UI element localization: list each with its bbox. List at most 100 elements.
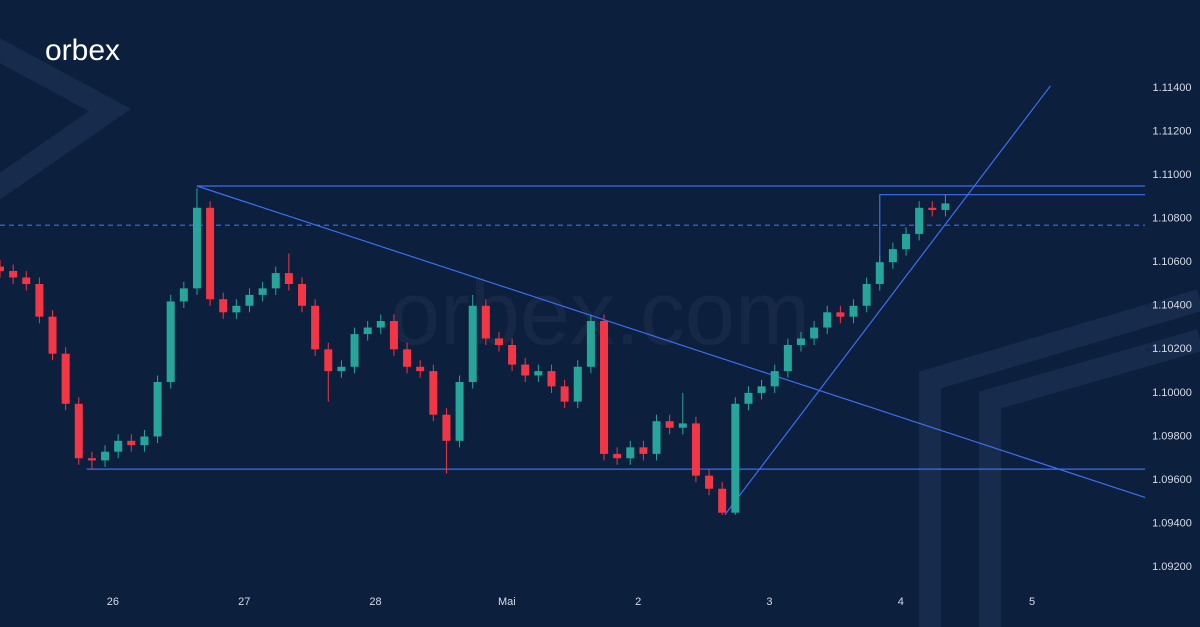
candle-body xyxy=(232,305,241,313)
y-tick-label: 1.10200 xyxy=(1152,343,1192,355)
candle-body xyxy=(547,371,556,387)
y-tick-label: 1.09800 xyxy=(1152,430,1192,442)
candle-body xyxy=(35,284,44,317)
candle-body xyxy=(849,305,858,317)
candle-body xyxy=(600,321,609,454)
x-tick-label: 2 xyxy=(635,596,641,608)
candle-body xyxy=(836,312,845,317)
candle-body xyxy=(665,421,674,428)
trend-line xyxy=(879,194,1145,274)
y-tick-label: 1.09600 xyxy=(1152,474,1192,486)
background-decoration xyxy=(0,38,1200,627)
x-tick-label: 5 xyxy=(1029,596,1035,608)
candle-body xyxy=(783,344,792,372)
candle-body xyxy=(350,334,359,367)
candle-body xyxy=(508,344,517,365)
y-tick-label: 1.11200 xyxy=(1153,125,1192,137)
candle-body xyxy=(324,349,333,372)
candle-body xyxy=(101,451,110,461)
candle-body xyxy=(796,338,805,345)
x-tick-label: 27 xyxy=(238,596,250,608)
candle-body xyxy=(560,386,569,402)
candle-body xyxy=(284,273,293,285)
candle-body xyxy=(9,270,18,278)
candle-body xyxy=(875,262,884,285)
x-tick-label: 4 xyxy=(898,596,904,608)
candle-body xyxy=(114,440,123,452)
candle-body xyxy=(271,273,280,289)
candle-body xyxy=(718,488,727,513)
candle-body xyxy=(206,207,215,300)
y-tick-label: 1.11400 xyxy=(1153,82,1192,94)
candle-body xyxy=(22,277,31,285)
candle-body xyxy=(140,436,149,446)
plot-area xyxy=(0,85,1145,516)
candle-body xyxy=(468,305,477,383)
candle-body xyxy=(770,371,779,387)
candle-body xyxy=(192,207,201,289)
candle-body xyxy=(626,447,635,459)
candle-body xyxy=(245,294,254,306)
candle-body xyxy=(691,423,700,476)
candle-body xyxy=(389,321,398,350)
y-tick-label: 1.09200 xyxy=(1152,561,1192,573)
candle-body xyxy=(87,458,96,461)
candle-body xyxy=(179,288,188,302)
candle-body xyxy=(810,327,819,339)
watermark: orbex.com xyxy=(390,264,810,364)
candle-body xyxy=(61,353,70,404)
logo: orbex xyxy=(45,34,120,67)
candle-body xyxy=(705,475,714,489)
trend-line xyxy=(724,85,1051,516)
candle-body xyxy=(678,423,687,428)
candle-body xyxy=(219,299,228,313)
candle-body xyxy=(888,249,897,263)
candle-body xyxy=(928,207,937,210)
y-tick-label: 1.10400 xyxy=(1152,300,1192,312)
candle-body xyxy=(915,207,924,234)
candle-body xyxy=(429,371,438,415)
candle-body xyxy=(941,203,950,210)
candle-body xyxy=(744,392,753,404)
y-tick-label: 1.10600 xyxy=(1152,256,1192,268)
candle-body xyxy=(902,233,911,250)
x-tick-label: 28 xyxy=(369,596,381,608)
y-tick-label: 1.11000 xyxy=(1153,169,1192,181)
candle-body xyxy=(652,421,661,454)
x-tick-label: 3 xyxy=(766,596,772,608)
candle-body xyxy=(534,371,543,376)
trend-line xyxy=(196,185,1145,499)
candle-body xyxy=(731,403,740,513)
candle-body xyxy=(258,288,267,295)
candle-body xyxy=(586,321,595,367)
candle-body xyxy=(573,366,582,402)
x-tick-label: 26 xyxy=(107,596,119,608)
candle-body xyxy=(403,349,412,367)
y-tick-label: 1.09400 xyxy=(1152,517,1192,529)
candle-body xyxy=(0,266,4,271)
candle-body xyxy=(416,366,425,372)
candle-body xyxy=(455,382,464,441)
candle-body xyxy=(153,382,162,437)
y-tick-label: 1.10000 xyxy=(1152,387,1192,399)
candle-body xyxy=(823,312,832,328)
candle-body xyxy=(494,338,503,345)
candle-body xyxy=(613,453,622,459)
candle-body xyxy=(757,386,766,393)
x-tick-label: Mai xyxy=(498,596,516,608)
candle-body xyxy=(298,284,307,306)
candle-body xyxy=(48,316,57,354)
candle-body xyxy=(521,364,530,376)
candle-body xyxy=(376,321,385,328)
candle-body xyxy=(862,284,871,306)
candle-body xyxy=(337,366,346,372)
candle-body xyxy=(639,447,648,454)
candle-body xyxy=(166,301,175,383)
candle-body xyxy=(74,403,83,459)
candle-body xyxy=(481,305,490,339)
candle-body xyxy=(363,327,372,335)
y-tick-label: 1.10800 xyxy=(1152,213,1192,225)
candle-body xyxy=(442,414,451,441)
candle-body xyxy=(311,305,320,350)
